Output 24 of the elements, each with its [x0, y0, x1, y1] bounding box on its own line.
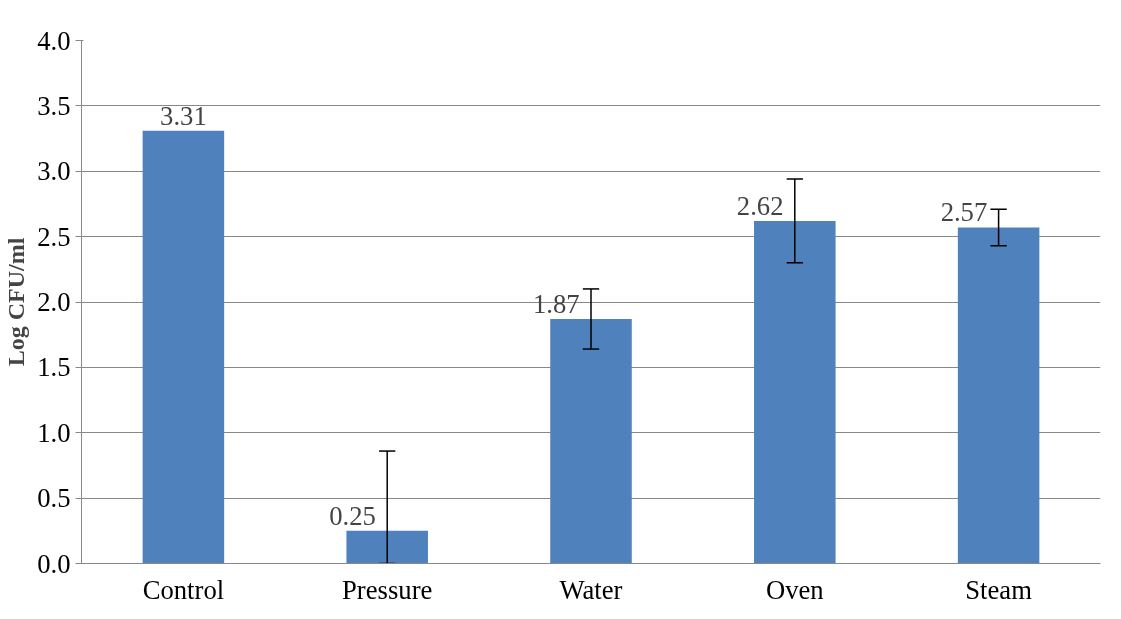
data-label: 3.31 [160, 100, 207, 131]
data-label: 2.62 [736, 190, 784, 221]
y-tick-label: 0.5 [37, 483, 71, 514]
y-tick-label: 1.0 [37, 417, 71, 448]
x-tick-label: Water [559, 574, 623, 605]
bar [550, 319, 632, 564]
data-label: 0.25 [329, 500, 376, 531]
bar [754, 220, 836, 564]
y-tick-label: 3.5 [37, 90, 71, 121]
x-tick-label: Pressure [342, 574, 433, 605]
y-tick-label: 0.0 [37, 548, 71, 579]
y-axis-title: Log CFU/ml [3, 237, 30, 367]
y-tick-label: 1.5 [37, 352, 71, 383]
bar [957, 227, 1040, 564]
x-tick-label: Control [142, 574, 225, 605]
bar [346, 530, 428, 564]
y-tick-label: 2.5 [37, 221, 71, 252]
bar [142, 130, 225, 564]
data-label: 2.57 [940, 197, 988, 228]
y-tick-label: 2.0 [37, 287, 71, 317]
y-tick-label: 3.0 [37, 156, 71, 187]
y-tick-label: 4.0 [37, 25, 71, 56]
x-tick-label: Oven [765, 574, 824, 605]
x-tick-label: Steam [965, 574, 1033, 605]
